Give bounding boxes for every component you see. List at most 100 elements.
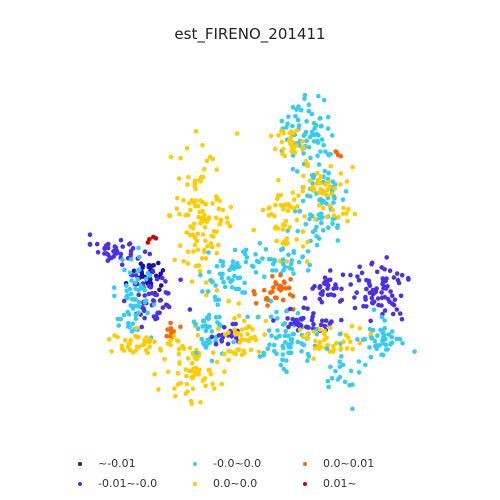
data-point	[120, 257, 125, 263]
data-point	[261, 287, 267, 293]
data-point	[220, 263, 225, 269]
data-point	[222, 325, 227, 330]
data-point	[193, 263, 199, 269]
data-point	[163, 302, 169, 308]
data-point	[295, 117, 301, 123]
data-point	[359, 270, 365, 276]
data-point	[232, 315, 237, 321]
data-point	[206, 215, 212, 220]
data-point	[104, 251, 109, 256]
data-point	[95, 250, 101, 255]
data-point	[245, 331, 250, 337]
data-point	[136, 288, 141, 293]
data-point	[232, 273, 237, 279]
data-point	[273, 280, 278, 285]
data-point	[130, 321, 136, 327]
data-point	[185, 356, 191, 361]
data-point	[255, 314, 261, 320]
data-point	[284, 358, 289, 363]
data-point	[202, 376, 208, 381]
data-point	[278, 192, 284, 198]
data-point	[187, 307, 193, 312]
data-point	[388, 342, 393, 347]
data-point	[158, 346, 163, 352]
data-point	[332, 186, 338, 191]
data-point	[357, 326, 363, 331]
data-point	[368, 331, 374, 337]
data-point	[288, 337, 294, 342]
data-point	[205, 243, 210, 249]
data-point	[263, 247, 269, 252]
data-point	[326, 171, 332, 176]
data-point	[392, 297, 398, 303]
data-point	[134, 344, 140, 349]
data-point	[262, 274, 267, 280]
data-point	[396, 280, 402, 286]
data-point	[306, 108, 312, 114]
data-point	[283, 242, 289, 247]
data-point	[216, 242, 221, 248]
data-point	[311, 311, 316, 316]
data-point	[397, 311, 403, 316]
data-point	[127, 324, 132, 330]
data-point	[190, 366, 196, 372]
data-point	[314, 181, 320, 186]
data-point	[188, 224, 193, 229]
data-point	[118, 251, 124, 257]
data-point	[286, 324, 291, 330]
data-point	[350, 346, 355, 352]
data-point	[354, 290, 360, 295]
data-point	[205, 337, 210, 343]
data-point	[223, 332, 228, 337]
data-point	[192, 355, 198, 361]
data-point	[376, 302, 381, 308]
data-point	[329, 376, 335, 381]
data-point	[319, 123, 324, 129]
data-point	[278, 362, 284, 368]
data-point	[340, 197, 346, 202]
data-point	[348, 272, 353, 278]
data-point	[273, 146, 278, 152]
data-point	[87, 232, 93, 237]
data-point	[174, 338, 180, 343]
data-point	[193, 321, 198, 327]
data-point	[188, 207, 193, 213]
data-point	[209, 334, 215, 340]
data-point	[124, 283, 129, 288]
data-point	[157, 287, 162, 293]
data-point	[346, 335, 351, 340]
data-point	[323, 318, 329, 323]
data-point	[168, 337, 173, 343]
data-point	[284, 259, 290, 264]
data-point	[184, 382, 190, 387]
data-point	[318, 174, 324, 179]
data-point	[245, 314, 250, 320]
data-point	[204, 292, 209, 298]
data-point	[176, 346, 182, 352]
data-point	[172, 257, 177, 263]
data-point	[225, 220, 230, 226]
data-point	[228, 204, 234, 210]
data-point	[225, 341, 231, 347]
data-point	[185, 261, 191, 266]
data-point	[140, 342, 145, 348]
data-point	[335, 238, 341, 243]
data-point	[334, 149, 339, 155]
data-point	[324, 192, 330, 198]
data-point	[250, 327, 255, 332]
data-point	[236, 286, 242, 292]
data-point	[228, 279, 233, 285]
data-point	[284, 125, 289, 130]
data-point	[328, 292, 334, 297]
data-point	[303, 221, 309, 227]
data-point	[270, 261, 276, 267]
data-point	[183, 391, 189, 396]
data-point	[136, 292, 141, 298]
data-point	[158, 297, 164, 303]
data-point	[301, 173, 306, 179]
legend-label: ~-0.01	[98, 457, 136, 470]
data-point	[280, 352, 286, 357]
data-point	[344, 346, 350, 351]
data-point	[308, 212, 313, 217]
